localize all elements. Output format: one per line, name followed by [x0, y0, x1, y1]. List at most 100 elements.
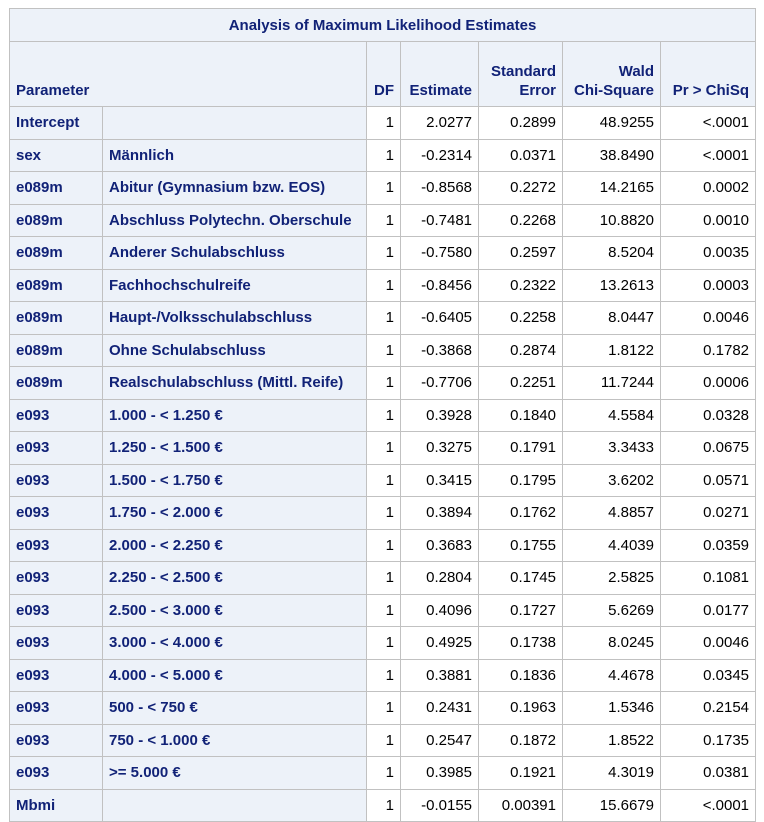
cell-wald-chi-square: 11.7244 [562, 366, 661, 400]
cell-df: 1 [366, 788, 401, 822]
cell-standard-error: 0.1795 [478, 463, 563, 497]
cell-level [102, 788, 367, 822]
cell-parameter: e089m [9, 301, 103, 335]
table-row: e089m Abschluss Polytechn. Oberschule 1 -0.… [9, 203, 757, 237]
cell-level: Abschluss Polytechn. Oberschule [102, 203, 367, 237]
cell-level: 750 - < 1.000 € [102, 723, 367, 757]
cell-parameter: Mbmi [9, 788, 103, 822]
cell-pr-chisq: 0.0177 [659, 593, 757, 627]
cell-parameter: e093 [9, 691, 103, 725]
header-standard-error: Standard Error [478, 41, 563, 107]
header-pr-chisq: Pr > ChiSq [659, 41, 757, 107]
cell-level: 2.500 - < 3.000 € [102, 593, 367, 627]
cell-standard-error: 0.2272 [478, 171, 563, 205]
cell-df: 1 [366, 626, 401, 660]
cell-df: 1 [366, 723, 401, 757]
header-df: DF [366, 41, 401, 107]
cell-df: 1 [366, 528, 401, 562]
table-row: e089m Realschulabschluss (Mittl. Reife) 1-… [9, 366, 757, 400]
cell-level: 3.000 - < 4.000 € [102, 626, 367, 660]
cell-wald-chi-square: 8.0245 [562, 626, 661, 660]
cell-standard-error: 0.2874 [478, 333, 563, 367]
cell-pr-chisq: 0.1735 [659, 723, 757, 757]
cell-df: 1 [366, 431, 401, 465]
cell-estimate: -0.7706 [400, 366, 479, 400]
column-header-row: Parameter DF Estimate Standard Error Wald… [9, 41, 757, 107]
table-row: e089m Haupt-/Volksschulabschluss 1 -0.6405 0… [9, 301, 757, 335]
cell-df: 1 [366, 333, 401, 367]
cell-wald-chi-square: 4.8857 [562, 496, 661, 530]
header-parameter: Parameter [9, 41, 367, 107]
cell-wald-chi-square: 4.4678 [562, 658, 661, 692]
cell-pr-chisq: 0.0345 [659, 658, 757, 692]
cell-wald-chi-square: 38.8490 [562, 138, 661, 172]
cell-parameter: e093 [9, 626, 103, 660]
cell-parameter: sex [9, 138, 103, 172]
cell-level: Abitur (Gymnasium bzw. EOS) [102, 171, 367, 205]
cell-pr-chisq: 0.0571 [659, 463, 757, 497]
table-row: e093 2.500 - < 3.000 €1 0.4096 0.1727 5.6269… [9, 593, 757, 627]
cell-df: 1 [366, 203, 401, 237]
cell-standard-error: 0.1840 [478, 398, 563, 432]
cell-df: 1 [366, 658, 401, 692]
cell-standard-error: 0.1755 [478, 528, 563, 562]
cell-wald-chi-square: 3.3433 [562, 431, 661, 465]
table-row: e093 >= 5.000 €1 0.3985 0.1921 4.3019 0.0381 [9, 756, 757, 790]
cell-estimate: -0.8456 [400, 268, 479, 302]
cell-estimate: -0.2314 [400, 138, 479, 172]
cell-level: 2.250 - < 2.500 € [102, 561, 367, 595]
header-estimate: Estimate [400, 41, 479, 107]
cell-wald-chi-square: 14.2165 [562, 171, 661, 205]
table-row: e093 1.750 - < 2.000 €1 0.3894 0.1762 4.8857… [9, 496, 757, 530]
table-row: e089m Anderer Schulabschluss 1 -0.7580 0.259… [9, 236, 757, 270]
cell-df: 1 [366, 138, 401, 172]
cell-parameter: e089m [9, 366, 103, 400]
table-row: sex Männlich 1 -0.2314 0.0371 38.8490 <.0001 [9, 138, 757, 172]
cell-df: 1 [366, 171, 401, 205]
table-title: Analysis of Maximum Likelihood Estimates [8, 8, 757, 42]
table-row: Mbmi 1 -0.0155 0.00391 15.6679 <.0001 [9, 788, 757, 822]
cell-estimate: -0.0155 [400, 788, 479, 822]
cell-estimate: 0.2804 [400, 561, 479, 595]
table-row: e093 2.000 - < 2.250 €1 0.3683 0.1755 4.4039… [9, 528, 757, 562]
cell-estimate: 0.3894 [400, 496, 479, 530]
cell-standard-error: 0.1872 [478, 723, 563, 757]
cell-wald-chi-square: 1.5346 [562, 691, 661, 725]
cell-level: Anderer Schulabschluss [102, 236, 367, 270]
cell-standard-error: 0.0371 [478, 138, 563, 172]
cell-standard-error: 0.1836 [478, 658, 563, 692]
cell-estimate: -0.6405 [400, 301, 479, 335]
cell-pr-chisq: 0.0359 [659, 528, 757, 562]
table-row: e089m Fachhochschulreife 1 -0.8456 0.2322 13.… [9, 268, 757, 302]
cell-estimate: 0.3985 [400, 756, 479, 790]
cell-standard-error: 0.2899 [478, 106, 563, 140]
cell-pr-chisq: 0.0381 [659, 756, 757, 790]
cell-level: 500 - < 750 € [102, 691, 367, 725]
cell-df: 1 [366, 398, 401, 432]
cell-df: 1 [366, 561, 401, 595]
cell-df: 1 [366, 301, 401, 335]
cell-estimate: 0.3275 [400, 431, 479, 465]
cell-estimate: -0.7481 [400, 203, 479, 237]
cell-pr-chisq: <.0001 [659, 788, 757, 822]
cell-parameter: e093 [9, 658, 103, 692]
cell-level [102, 106, 367, 140]
table-row: e093 4.000 - < 5.000 €1 0.3881 0.1836 4.4678… [9, 658, 757, 692]
cell-parameter: e093 [9, 528, 103, 562]
cell-estimate: 2.0277 [400, 106, 479, 140]
table-body: Intercept 1 2.0277 0.2899 48.9255 <.0001 sex Mä… [9, 106, 757, 822]
cell-level: Realschulabschluss (Mittl. Reife) [102, 366, 367, 400]
cell-wald-chi-square: 1.8122 [562, 333, 661, 367]
cell-level: Ohne Schulabschluss [102, 333, 367, 367]
cell-parameter: e093 [9, 463, 103, 497]
table-row: e093 500 - < 750 €1 0.2431 0.1963 1.5346 0.21… [9, 691, 757, 725]
cell-level: 1.750 - < 2.000 € [102, 496, 367, 530]
cell-standard-error: 0.1762 [478, 496, 563, 530]
cell-df: 1 [366, 106, 401, 140]
cell-pr-chisq: 0.0271 [659, 496, 757, 530]
mle-estimates-table: Analysis of Maximum Likelihood Estimates… [8, 8, 757, 822]
cell-estimate: -0.8568 [400, 171, 479, 205]
cell-pr-chisq: 0.0002 [659, 171, 757, 205]
cell-level: 1.000 - < 1.250 € [102, 398, 367, 432]
cell-standard-error: 0.1921 [478, 756, 563, 790]
